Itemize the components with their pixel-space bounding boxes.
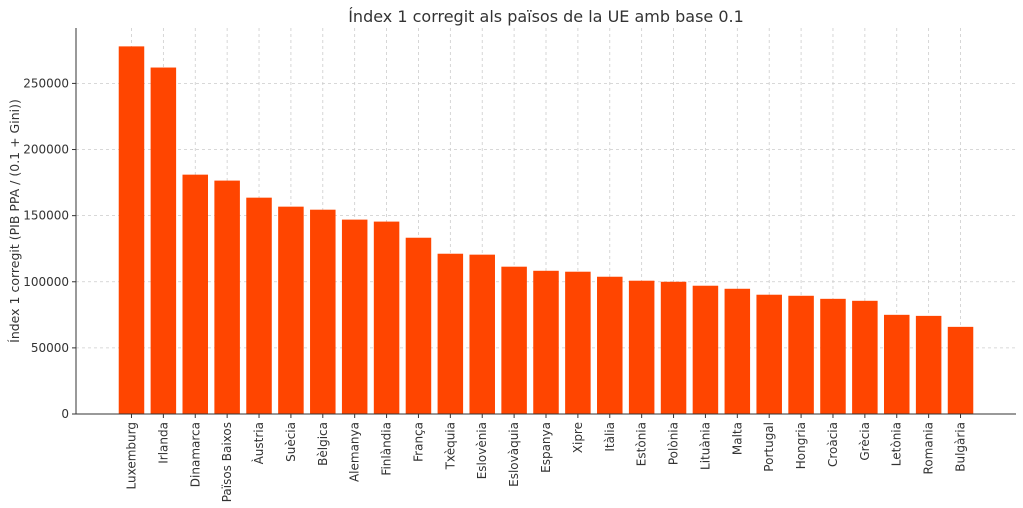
x-tick-label: Espanya	[539, 422, 553, 473]
x-tick-label: Finlàndia	[380, 422, 394, 476]
bar-Letònia	[883, 314, 910, 414]
x-tick-label: França	[411, 422, 425, 462]
x-tick-label: Xipre	[571, 422, 585, 453]
x-tick-label: Eslovènia	[475, 422, 489, 479]
bar-Eslovàquia	[501, 266, 527, 414]
bar-Dinamarca	[182, 174, 209, 414]
bar-Malta	[724, 288, 751, 414]
x-tick-label: Lituània	[698, 422, 712, 470]
x-tick-label: Alemanya	[348, 422, 362, 482]
bar-Grècia	[852, 300, 878, 414]
bar-Països Baixos	[214, 180, 240, 414]
x-tick-label: Luxemburg	[124, 422, 138, 489]
bar-Romania	[915, 315, 942, 414]
x-tick-label: Bulgària	[954, 422, 968, 472]
x-tick-label: Polònia	[667, 422, 681, 465]
bar-Croàcia	[820, 298, 846, 414]
y-tick-label: 200000	[23, 143, 69, 157]
bar-Bulgària	[947, 326, 974, 414]
bar-França	[405, 237, 432, 414]
bar-Itàlia	[597, 276, 623, 414]
bar-Luxemburg	[118, 46, 145, 414]
x-tick-label: Eslovàquia	[507, 422, 521, 487]
x-tick-label: Portugal	[762, 422, 776, 472]
bar-Txèquia	[437, 253, 464, 414]
bar-Xipre	[565, 271, 591, 414]
x-tick-label: Països Baixos	[220, 422, 234, 502]
x-tick-label: Hongria	[794, 422, 808, 469]
x-tick-label: Malta	[730, 422, 744, 455]
x-tick-label: Letònia	[890, 422, 904, 466]
y-axis-label: Índex 1 corregit (PIB PPA / (0.1 + Gini)…	[7, 99, 22, 343]
bar-Polònia	[660, 281, 687, 414]
bar-Estònia	[628, 280, 655, 414]
x-tick-label: Txèquia	[443, 422, 457, 470]
bar-Eslovènia	[469, 254, 495, 414]
y-tick-label: 250000	[23, 76, 69, 90]
chart-title: Índex 1 corregit als països de la UE amb…	[348, 7, 744, 26]
bar-Finlàndia	[373, 221, 400, 414]
y-tick-label: 100000	[23, 275, 69, 289]
x-tick-label: Àustria	[251, 422, 266, 464]
x-tick-label: Suècia	[284, 422, 298, 462]
y-tick-label: 150000	[23, 209, 69, 223]
bar-Espanya	[533, 270, 559, 414]
bar-Alemanya	[341, 219, 368, 414]
x-tick-label: Itàlia	[603, 422, 617, 452]
x-tick-label: Bèlgica	[316, 422, 330, 466]
x-tick-label: Dinamarca	[188, 422, 202, 487]
x-tick-label: Irlanda	[156, 422, 170, 464]
y-tick-label: 50000	[31, 341, 69, 355]
x-tick-label: Romania	[922, 422, 936, 474]
x-tick-label: Grècia	[858, 422, 872, 461]
bar-Irlanda	[150, 67, 177, 414]
y-tick-label: 0	[61, 407, 69, 421]
bar-Bèlgica	[310, 209, 336, 414]
bar-Hongria	[788, 295, 814, 414]
bar-Portugal	[756, 294, 782, 414]
bar-Suècia	[278, 206, 304, 414]
bar-Àustria	[246, 197, 272, 414]
x-tick-label: Estònia	[635, 422, 649, 466]
bar-Lituània	[692, 285, 719, 414]
x-tick-label: Croàcia	[826, 422, 840, 467]
